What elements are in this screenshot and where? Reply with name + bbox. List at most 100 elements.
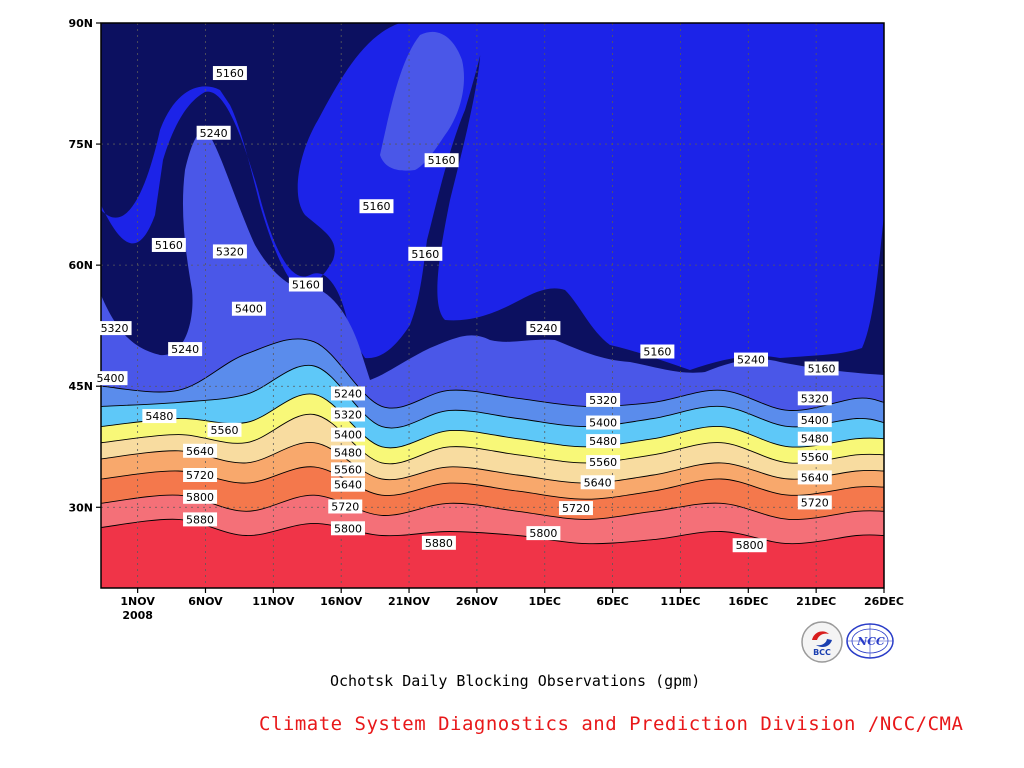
svg-text:5240: 5240: [529, 322, 557, 335]
x-tick-label: 1NOV: [120, 595, 155, 608]
svg-text:5400: 5400: [334, 429, 362, 442]
contour-label: 5800: [183, 489, 218, 504]
svg-text:5640: 5640: [801, 471, 829, 484]
contour-label: 5320: [97, 321, 132, 336]
svg-text:5320: 5320: [216, 245, 244, 258]
svg-text:5480: 5480: [334, 446, 362, 459]
contour-label: 5240: [168, 342, 203, 357]
contour-label: 5160: [804, 361, 839, 376]
bcc-logo: BCC: [801, 621, 843, 663]
contour-label: 5160: [151, 237, 186, 252]
axes: 1NOV 6NOV 11NOV 16NOV 21NOV 26NOV 1DEC 6DEC 11DE…: [68, 17, 904, 622]
svg-text:5160: 5160: [428, 154, 456, 167]
svg-text:5160: 5160: [155, 239, 183, 252]
svg-text:5880: 5880: [425, 537, 453, 550]
y-tick-label: 45N: [68, 380, 93, 393]
svg-text:5240: 5240: [737, 354, 765, 367]
credit-text: Climate System Diagnostics and Predictio…: [259, 713, 964, 735]
contour-label: 5320: [797, 391, 832, 406]
svg-text:5640: 5640: [584, 476, 612, 489]
contour-label: 5480: [586, 434, 621, 449]
contour-line-5720: [101, 466, 884, 500]
x-tick-label: 11DEC: [660, 595, 700, 608]
contour-label: 5560: [207, 422, 242, 437]
contour-label: 5400: [93, 371, 128, 386]
svg-text:5400: 5400: [235, 303, 263, 316]
fill-band-5880: [101, 519, 884, 588]
x-tick-label: 6NOV: [188, 595, 223, 608]
y-tick-label: 60N: [68, 259, 93, 272]
y-tick-label: 75N: [68, 138, 93, 151]
svg-text:5480: 5480: [801, 433, 829, 446]
svg-text:5160: 5160: [808, 362, 836, 375]
svg-text:5320: 5320: [801, 392, 829, 405]
svg-text:5240: 5240: [334, 387, 362, 400]
contour-label: 5240: [734, 352, 769, 367]
contour-label: 5640: [580, 475, 615, 490]
contour-label: 5160: [408, 246, 443, 261]
contour-label: 5880: [421, 535, 456, 550]
svg-text:5240: 5240: [171, 343, 199, 356]
contour-label: 5800: [732, 538, 767, 553]
contour-label: 5720: [328, 499, 363, 514]
contour-label: 5400: [797, 413, 832, 428]
plot-frame: [100, 22, 885, 589]
contour-label: 5400: [330, 427, 365, 442]
svg-text:5880: 5880: [186, 513, 214, 526]
svg-text:5480: 5480: [589, 435, 617, 448]
contour-label: 5160: [212, 66, 247, 81]
svg-text:5720: 5720: [186, 469, 214, 482]
contour-label: 5480: [330, 445, 365, 460]
svg-text:5560: 5560: [334, 463, 362, 476]
svg-text:5160: 5160: [292, 279, 320, 292]
contour-line-5320: [101, 338, 884, 411]
svg-text:5800: 5800: [334, 522, 362, 535]
contour-label: 5240: [526, 321, 561, 336]
x-tick-label: 26DEC: [864, 595, 904, 608]
svg-text:5400: 5400: [589, 417, 617, 430]
svg-text:5560: 5560: [801, 451, 829, 464]
ncc-logo-text: NCC: [856, 635, 885, 648]
contour-label: 5560: [797, 450, 832, 465]
contour-label: 5560: [586, 455, 621, 470]
svg-text:5800: 5800: [186, 491, 214, 504]
y-tick-label: 90N: [68, 17, 93, 30]
x-tick-label: 21DEC: [796, 595, 836, 608]
contour-label: 5720: [558, 501, 593, 516]
svg-text:5640: 5640: [186, 445, 214, 458]
x-tick-label: 11NOV: [252, 595, 295, 608]
contour-label: 5320: [212, 244, 247, 259]
contour-label: 5240: [196, 125, 231, 140]
contour-label: 5720: [183, 468, 218, 482]
svg-text:5160: 5160: [411, 248, 439, 261]
chart-title: Ochotsk Daily Blocking Observations (gpm…: [330, 672, 701, 690]
svg-text:5720: 5720: [331, 500, 359, 513]
svg-text:5400: 5400: [96, 372, 124, 385]
contour-label: 5160: [359, 199, 394, 214]
svg-text:5640: 5640: [334, 479, 362, 492]
contour-label: 5640: [797, 470, 832, 485]
contour-line-5480: [101, 393, 884, 449]
y-tick-label: 30N: [68, 501, 93, 514]
svg-text:5720: 5720: [801, 496, 829, 509]
svg-text:5240: 5240: [200, 127, 228, 140]
x-year-label: 2008: [122, 609, 153, 622]
contour-label: 5160: [640, 344, 675, 359]
contour-label: 5480: [797, 431, 832, 446]
contour-line-5880: [101, 518, 884, 545]
contour-label: 5320: [330, 407, 365, 422]
contour-label: 5320: [586, 392, 621, 407]
contour-line-5400: [101, 364, 884, 429]
contour-label: 5400: [586, 415, 621, 430]
contour-label: 5400: [231, 301, 266, 316]
contour-label: 5640: [330, 477, 365, 492]
contour-label: 5160: [424, 153, 459, 168]
svg-text:5320: 5320: [334, 408, 362, 421]
x-tick-label: 6DEC: [596, 595, 628, 608]
contour-lines: [101, 338, 884, 545]
svg-text:5800: 5800: [736, 539, 764, 552]
contour-line-5560: [101, 413, 884, 465]
contour-line-5640: [101, 442, 884, 484]
contour-label: 5160: [288, 277, 323, 292]
